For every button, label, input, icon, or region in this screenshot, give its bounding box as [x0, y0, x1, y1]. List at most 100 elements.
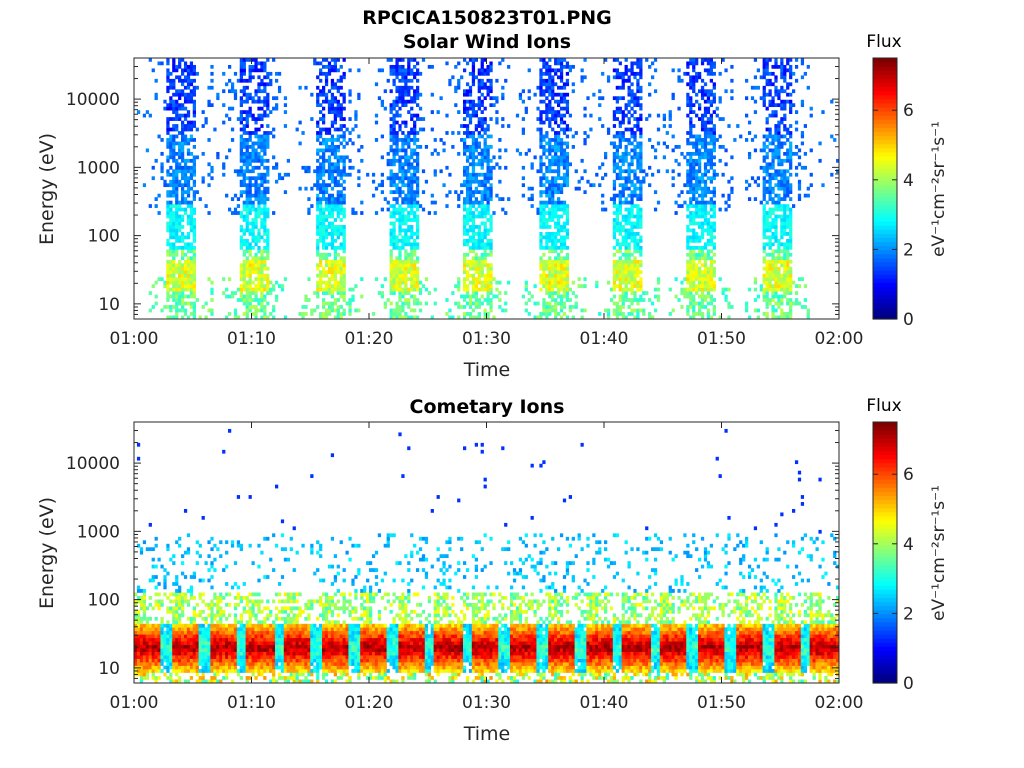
heatmap-cell	[554, 308, 558, 313]
heatmap-cell	[692, 151, 696, 156]
heatmap-cell	[612, 179, 617, 184]
heatmap-cell	[471, 145, 476, 149]
heatmap-cell	[630, 266, 634, 271]
heatmap-cell	[192, 190, 196, 195]
heatmap-cell	[463, 148, 467, 153]
heatmap-cell	[468, 263, 473, 268]
heatmap-cell	[471, 64, 476, 69]
heatmap-cell	[580, 78, 584, 83]
heatmap-cell	[163, 280, 167, 285]
heatmap-cell	[245, 78, 249, 83]
heatmap-cell	[618, 259, 622, 264]
heatmap-cell	[327, 301, 332, 306]
heatmap-cell	[542, 235, 546, 240]
heatmap-cell	[686, 162, 690, 167]
heatmap-cell	[254, 252, 258, 257]
heatmap-cell	[630, 106, 634, 111]
heatmap-cell	[181, 176, 185, 181]
heatmap-cell	[401, 64, 405, 69]
heatmap-cell	[166, 61, 170, 66]
heatmap-cell	[495, 193, 499, 198]
heatmap-cell	[333, 96, 337, 101]
heatmap-cell	[765, 138, 769, 142]
heatmap-cell	[686, 179, 690, 184]
heatmap-cell	[639, 155, 643, 160]
heatmap-cell	[639, 165, 643, 170]
heatmap-cell	[254, 277, 258, 282]
heatmap-cell	[465, 197, 470, 201]
heatmap-cell	[483, 197, 487, 201]
heatmap-cell	[574, 301, 578, 306]
heatmap-cell	[242, 61, 246, 66]
heatmap-cell	[465, 214, 470, 219]
heatmap-cell	[689, 291, 693, 295]
heatmap-cell	[557, 68, 561, 73]
heatmap-cell	[709, 263, 713, 268]
heatmap-cell	[627, 117, 631, 121]
heatmap-cell	[239, 179, 243, 184]
heatmap-cell	[554, 312, 558, 316]
heatmap-cell	[189, 172, 194, 177]
heatmap-cell	[480, 245, 484, 250]
heatmap-cell	[322, 138, 326, 142]
heatmap-cell	[183, 134, 188, 139]
heatmap-cell	[483, 127, 487, 132]
heatmap-cell	[615, 193, 619, 198]
heatmap-cell	[468, 312, 473, 316]
heatmap-cell	[636, 280, 640, 285]
heatmap-cell	[169, 103, 173, 108]
heatmap-cell	[236, 117, 241, 121]
heatmap-cell	[330, 134, 335, 139]
heatmap-cell	[410, 71, 414, 76]
heatmap-cell	[336, 68, 340, 73]
heatmap-cell	[698, 117, 702, 121]
heatmap-cell	[327, 155, 332, 160]
heatmap-cell	[166, 117, 170, 121]
heatmap-cell	[404, 89, 408, 94]
heatmap-cell	[618, 131, 622, 135]
heatmap-cell	[686, 92, 690, 97]
heatmap-cell	[183, 162, 188, 167]
heatmap-cell	[706, 308, 711, 313]
heatmap-cell	[636, 103, 640, 108]
heatmap-cell	[551, 238, 555, 243]
heatmap-cell	[471, 151, 476, 156]
heatmap-cell	[524, 287, 528, 292]
heatmap-cell	[239, 75, 243, 80]
heatmap-cell	[501, 96, 505, 101]
heatmap-cell	[598, 312, 602, 316]
heatmap-cell	[477, 120, 481, 125]
heatmap-cell	[166, 172, 170, 177]
heatmap-cell	[257, 186, 261, 191]
heatmap-cell	[554, 113, 558, 118]
heatmap-cell	[730, 155, 734, 160]
heatmap-cell	[230, 138, 235, 142]
heatmap-cell	[586, 134, 590, 139]
heatmap-cell	[698, 294, 702, 299]
heatmap-cell	[410, 245, 414, 250]
heatmap-cell	[686, 176, 690, 181]
heatmap-cell	[416, 315, 420, 320]
heatmap-cell	[747, 315, 752, 320]
heatmap-cell	[689, 165, 693, 170]
heatmap-cell	[621, 280, 625, 285]
heatmap-cell	[700, 120, 705, 125]
heatmap-cell	[636, 124, 640, 128]
heatmap-cell	[651, 172, 655, 177]
heatmap-cell	[624, 71, 628, 76]
heatmap-cell	[633, 291, 637, 295]
heatmap-cell	[580, 176, 584, 181]
heatmap-cell	[559, 64, 564, 69]
heatmap-cell	[606, 312, 611, 316]
heatmap-cell	[686, 312, 690, 316]
heatmap-cell	[692, 124, 696, 128]
heatmap-cell	[621, 312, 625, 316]
heatmap-cell	[339, 172, 343, 177]
heatmap-cell	[189, 61, 194, 66]
heatmap-cell	[562, 245, 567, 250]
heatmap-cell	[463, 298, 467, 302]
heatmap-cell	[451, 291, 455, 295]
heatmap-cell	[521, 117, 525, 121]
heatmap-cell	[568, 113, 572, 118]
heatmap-cell	[210, 287, 214, 292]
